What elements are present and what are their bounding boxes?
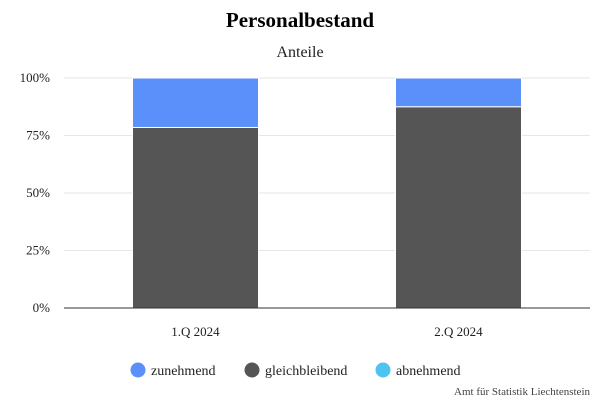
chart-title: Personalbestand	[226, 8, 375, 32]
y-tick-label: 100%	[20, 70, 51, 85]
y-tick-label: 25%	[26, 243, 50, 258]
legend-label: gleichbleibend	[265, 364, 347, 379]
legend: zunehmend gleichbleibend abnehmend	[130, 362, 461, 380]
bar-segment-zunehmend[interactable]	[132, 77, 259, 128]
legend-item-gleichbleibend[interactable]: gleichbleibend	[244, 362, 348, 380]
y-tick-label: 50%	[26, 185, 50, 200]
bar-segment-gleichbleibend[interactable]	[132, 126, 259, 309]
bar-segment-gleichbleibend[interactable]	[395, 106, 522, 309]
x-tick-label: 1.Q 2024	[171, 324, 220, 339]
legend-marker	[375, 362, 391, 378]
legend-item-zunehmend[interactable]: zunehmend	[130, 362, 216, 380]
chart-subtitle: Anteile	[276, 44, 323, 61]
legend-label: abnehmend	[396, 364, 461, 379]
chart-credit[interactable]: Amt für Statistik Liechtenstein	[454, 386, 590, 398]
y-tick-label: 75%	[26, 128, 50, 143]
legend-item-abnehmend[interactable]: abnehmend	[375, 362, 461, 380]
legend-marker	[130, 362, 146, 378]
legend-label: zunehmend	[151, 364, 216, 379]
bar-segment-zunehmend[interactable]	[395, 77, 522, 108]
x-tick-label: 2.Q 2024	[434, 324, 483, 339]
x-axis: 1.Q 2024 2.Q 2024	[171, 324, 483, 339]
legend-marker	[244, 362, 260, 378]
y-tick-label: 0%	[33, 300, 51, 315]
bars	[132, 77, 522, 309]
y-axis: 0% 25% 50% 75% 100%	[20, 70, 51, 315]
